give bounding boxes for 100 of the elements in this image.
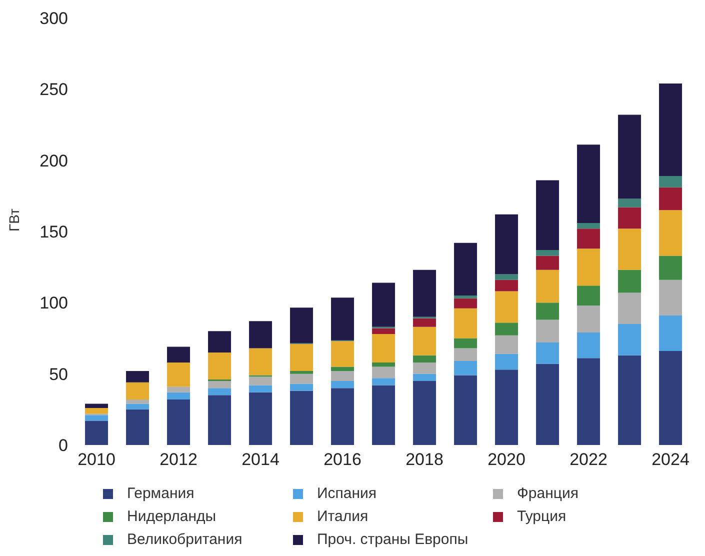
bar — [85, 408, 108, 414]
bar — [413, 318, 436, 327]
bar — [659, 176, 682, 188]
bar — [659, 315, 682, 352]
bar — [249, 376, 272, 386]
legend-label: Италия — [317, 508, 368, 525]
x-tick-label: 2020 — [488, 450, 526, 470]
bar — [290, 370, 314, 374]
bar — [126, 382, 150, 400]
bar — [618, 207, 642, 229]
bar — [208, 388, 232, 396]
y-tick-label: 200 — [40, 151, 68, 170]
bar — [618, 324, 642, 356]
bar — [618, 228, 642, 270]
bar — [372, 366, 396, 378]
y-tick-label: 150 — [40, 222, 68, 242]
bar — [208, 395, 232, 445]
x-tick-label: 2012 — [160, 450, 198, 470]
bar — [372, 282, 396, 327]
bar — [331, 380, 354, 388]
bar — [454, 348, 478, 362]
bar — [577, 306, 600, 333]
bar — [331, 341, 354, 367]
bar — [454, 242, 478, 296]
bar — [454, 308, 478, 338]
x-tick-label: 2024 — [652, 450, 690, 470]
bar — [536, 364, 560, 445]
bar — [495, 280, 518, 292]
bar — [372, 362, 396, 367]
legend-label: Турция — [517, 508, 566, 525]
bar — [413, 374, 436, 381]
legend-label: Испания — [317, 485, 377, 502]
bar — [290, 374, 314, 384]
bar — [85, 404, 108, 408]
bar — [413, 270, 436, 317]
bar — [495, 370, 518, 445]
bar — [577, 332, 600, 358]
bar — [249, 392, 272, 445]
bar — [536, 270, 560, 303]
y-axis-title: ГВт — [6, 208, 22, 232]
bar — [659, 83, 682, 176]
bar — [167, 399, 190, 445]
bar — [618, 270, 642, 293]
legend-label: Франция — [517, 485, 578, 502]
bar — [290, 308, 314, 344]
bar — [618, 114, 642, 199]
bar — [618, 355, 642, 445]
bar — [290, 344, 314, 371]
y-tick-label: 300 — [40, 9, 68, 28]
bar — [208, 380, 232, 388]
bar — [536, 256, 560, 270]
x-tick-label: 2018 — [406, 450, 444, 470]
bar — [126, 409, 150, 445]
bar — [454, 298, 478, 308]
bar — [413, 362, 436, 374]
bar — [659, 256, 682, 280]
bar — [454, 361, 478, 376]
bar — [454, 375, 478, 445]
bar — [85, 420, 108, 445]
bar — [167, 386, 190, 392]
bar — [495, 274, 518, 280]
bar — [249, 385, 272, 392]
bar — [290, 384, 314, 391]
bar — [372, 378, 396, 386]
bar — [331, 298, 354, 340]
bar — [659, 187, 682, 210]
bar — [249, 321, 272, 348]
bar — [495, 335, 518, 354]
bar — [618, 292, 642, 324]
bar — [536, 180, 560, 250]
bar — [167, 392, 190, 400]
bar — [167, 362, 190, 387]
bar — [85, 415, 108, 421]
bar — [290, 390, 314, 445]
bar — [618, 198, 642, 208]
bar — [126, 404, 150, 410]
bar — [577, 222, 600, 229]
x-tick-label: 2022 — [570, 450, 608, 470]
bar — [413, 380, 436, 445]
bar — [536, 342, 560, 364]
bar — [208, 352, 232, 380]
y-tick-label: 250 — [40, 80, 68, 100]
bar — [536, 320, 560, 343]
bar — [536, 302, 560, 320]
bar — [536, 250, 560, 256]
bar — [659, 351, 682, 445]
bar — [167, 346, 190, 362]
bar — [413, 326, 436, 356]
x-tick-label: 2010 — [78, 450, 116, 470]
bar — [577, 286, 600, 306]
bar — [577, 144, 600, 223]
bar — [495, 291, 518, 323]
bar — [577, 248, 600, 286]
bar — [454, 296, 478, 298]
bar — [331, 366, 354, 371]
bar — [577, 358, 600, 445]
bar — [331, 370, 354, 381]
x-tick-label: 2014 — [242, 450, 280, 470]
x-tick-label: 2016 — [324, 450, 362, 470]
legend-label: Нидерланды — [127, 508, 216, 525]
